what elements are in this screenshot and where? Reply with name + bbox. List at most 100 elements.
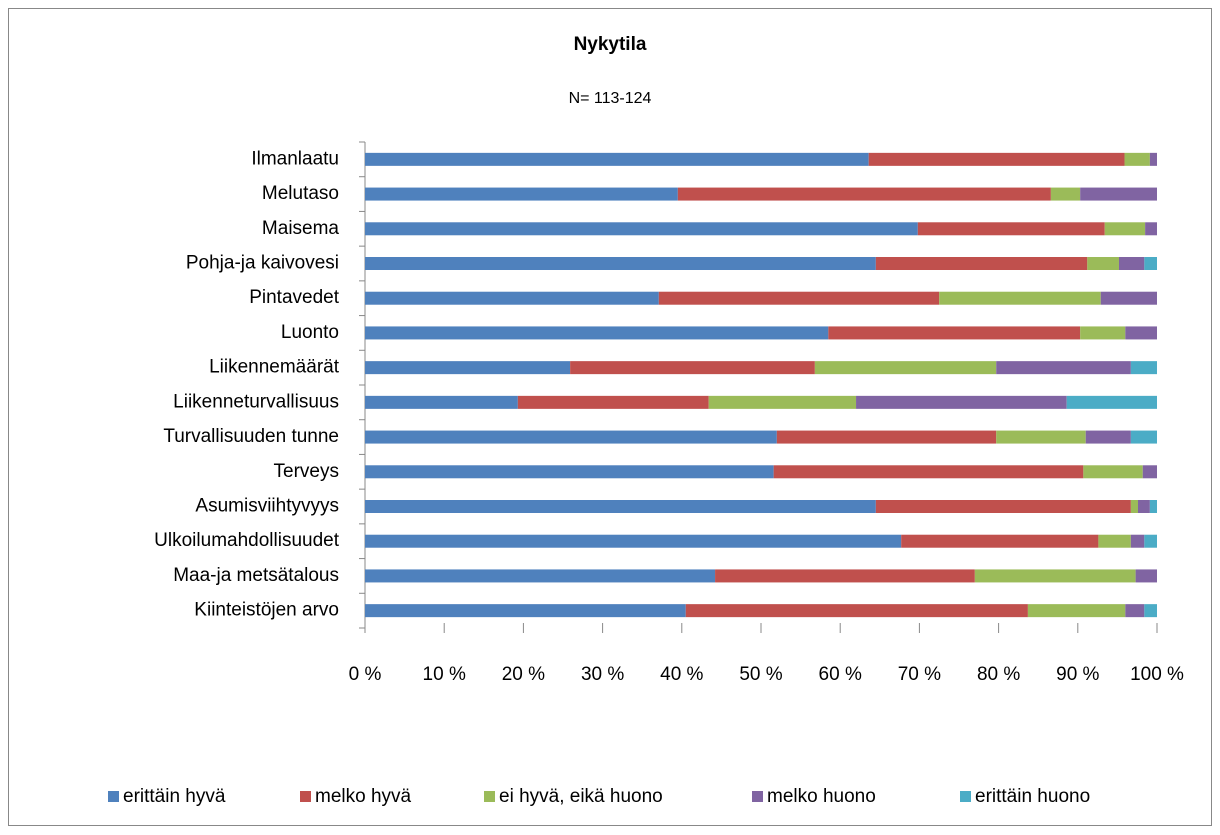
- legend-label: erittäin huono: [975, 786, 1090, 807]
- legend-label: ei hyvä, eikä huono: [499, 786, 663, 807]
- bar-segment: [365, 222, 918, 236]
- bar-segment: [708, 395, 857, 409]
- x-tick-label: 40 %: [660, 664, 703, 685]
- x-tick-label: 20 %: [502, 664, 545, 685]
- bar-segment: [996, 430, 1086, 444]
- bar-segment: [570, 361, 815, 375]
- bar-segment: [1130, 361, 1157, 375]
- x-tick-label: 50 %: [739, 664, 782, 685]
- y-tick-label: Asumisviihtyvyys: [195, 496, 339, 517]
- y-tick-label: Luonto: [281, 322, 339, 343]
- bar-segment: [1066, 395, 1157, 409]
- y-tick-label: Kiinteistöjen arvo: [194, 600, 339, 621]
- x-tick-label: 80 %: [977, 664, 1020, 685]
- bar-segment: [939, 291, 1101, 305]
- bar-segment: [1130, 534, 1145, 548]
- legend-label: melko huono: [767, 786, 876, 807]
- x-tick-label: 10 %: [423, 664, 466, 685]
- bar-segment: [365, 361, 571, 375]
- y-tick-label: Pohja-ja kaivovesi: [186, 253, 339, 274]
- bar-segment: [773, 465, 1084, 479]
- bar-segment: [1124, 152, 1150, 166]
- bar-segment: [1130, 430, 1157, 444]
- bar-segment: [828, 326, 1081, 340]
- bar-segment: [1144, 534, 1157, 548]
- bar-segment: [365, 187, 678, 201]
- bar-segment: [1144, 257, 1157, 270]
- y-tick-label: Turvallisuuden tunne: [163, 426, 339, 447]
- bar-segment: [365, 291, 659, 305]
- bar-segment: [1118, 257, 1145, 270]
- y-tick-label: Terveys: [274, 461, 339, 482]
- bar-segment: [868, 152, 1125, 166]
- bar-segment: [1144, 604, 1157, 618]
- bar-segment: [996, 361, 1131, 375]
- legend-swatch: [484, 791, 495, 802]
- y-tick-label: Liikenneturvallisuus: [173, 391, 339, 412]
- y-tick-label: Liikennemäärät: [209, 357, 340, 378]
- bar-segment: [901, 534, 1099, 548]
- bar-segment: [517, 395, 709, 409]
- bar-segment: [365, 604, 686, 618]
- bar-segment: [715, 569, 975, 583]
- bar-segment: [1083, 465, 1143, 479]
- bar-segment: [1137, 500, 1150, 513]
- y-tick-label: Ilmanlaatu: [251, 148, 339, 169]
- bar-segment: [875, 257, 1088, 270]
- bar-segment: [1100, 291, 1157, 305]
- chart-border: [8, 8, 1212, 826]
- bar-segment: [875, 500, 1131, 513]
- bar-segment: [917, 222, 1105, 236]
- bar-segment: [1125, 326, 1157, 340]
- bar-segment: [1142, 465, 1157, 479]
- x-tick-label: 60 %: [819, 664, 862, 685]
- bar-segment: [1130, 500, 1138, 513]
- bar-segment: [365, 569, 716, 583]
- bar-segment: [1149, 500, 1157, 513]
- bar-segment: [1125, 604, 1145, 618]
- legend-swatch: [300, 791, 311, 802]
- x-tick-label: 30 %: [581, 664, 624, 685]
- bar-segment: [677, 187, 1051, 201]
- bar-segment: [658, 291, 940, 305]
- bar-segment: [974, 569, 1136, 583]
- y-tick-label: Ulkoilumahdollisuudet: [154, 530, 340, 551]
- y-tick-label: Maa-ja metsätalous: [173, 565, 339, 586]
- bar-segment: [1098, 534, 1131, 548]
- legend-label: erittäin hyvä: [123, 786, 226, 807]
- bar-segment: [365, 534, 902, 548]
- bar-segment: [365, 430, 777, 444]
- bar-segment: [1087, 257, 1119, 270]
- bar-segment: [856, 395, 1067, 409]
- bar-segment: [1080, 187, 1157, 201]
- legend-swatch: [108, 791, 119, 802]
- legend-swatch: [960, 791, 971, 802]
- y-tick-label: Pintavedet: [249, 287, 340, 308]
- bar-segment: [365, 500, 876, 513]
- bar-segment: [1080, 326, 1126, 340]
- bar-segment: [1149, 152, 1157, 166]
- bar-segment: [1135, 569, 1157, 583]
- chart-title: Nykytila: [574, 34, 647, 55]
- legend-swatch: [752, 791, 763, 802]
- bar-segment: [365, 395, 518, 409]
- bar-segment: [814, 361, 997, 375]
- bar-segment: [685, 604, 1028, 618]
- y-tick-label: Melutaso: [262, 183, 339, 204]
- bar-segment: [365, 326, 829, 340]
- bar-segment: [365, 257, 876, 270]
- x-tick-label: 90 %: [1056, 664, 1099, 685]
- bar-segment: [1145, 222, 1157, 236]
- x-tick-label: 100 %: [1130, 664, 1184, 685]
- x-tick-label: 0 %: [349, 664, 382, 685]
- legend-label: melko hyvä: [315, 786, 412, 807]
- bar-segment: [1027, 604, 1126, 618]
- bar-segment: [1050, 187, 1081, 201]
- bar-segment: [365, 465, 774, 479]
- x-tick-label: 70 %: [898, 664, 941, 685]
- y-tick-label: Maisema: [262, 218, 340, 239]
- bar-segment: [365, 152, 869, 166]
- bar-segment: [776, 430, 997, 444]
- chart-subtitle: N= 113-124: [569, 90, 652, 107]
